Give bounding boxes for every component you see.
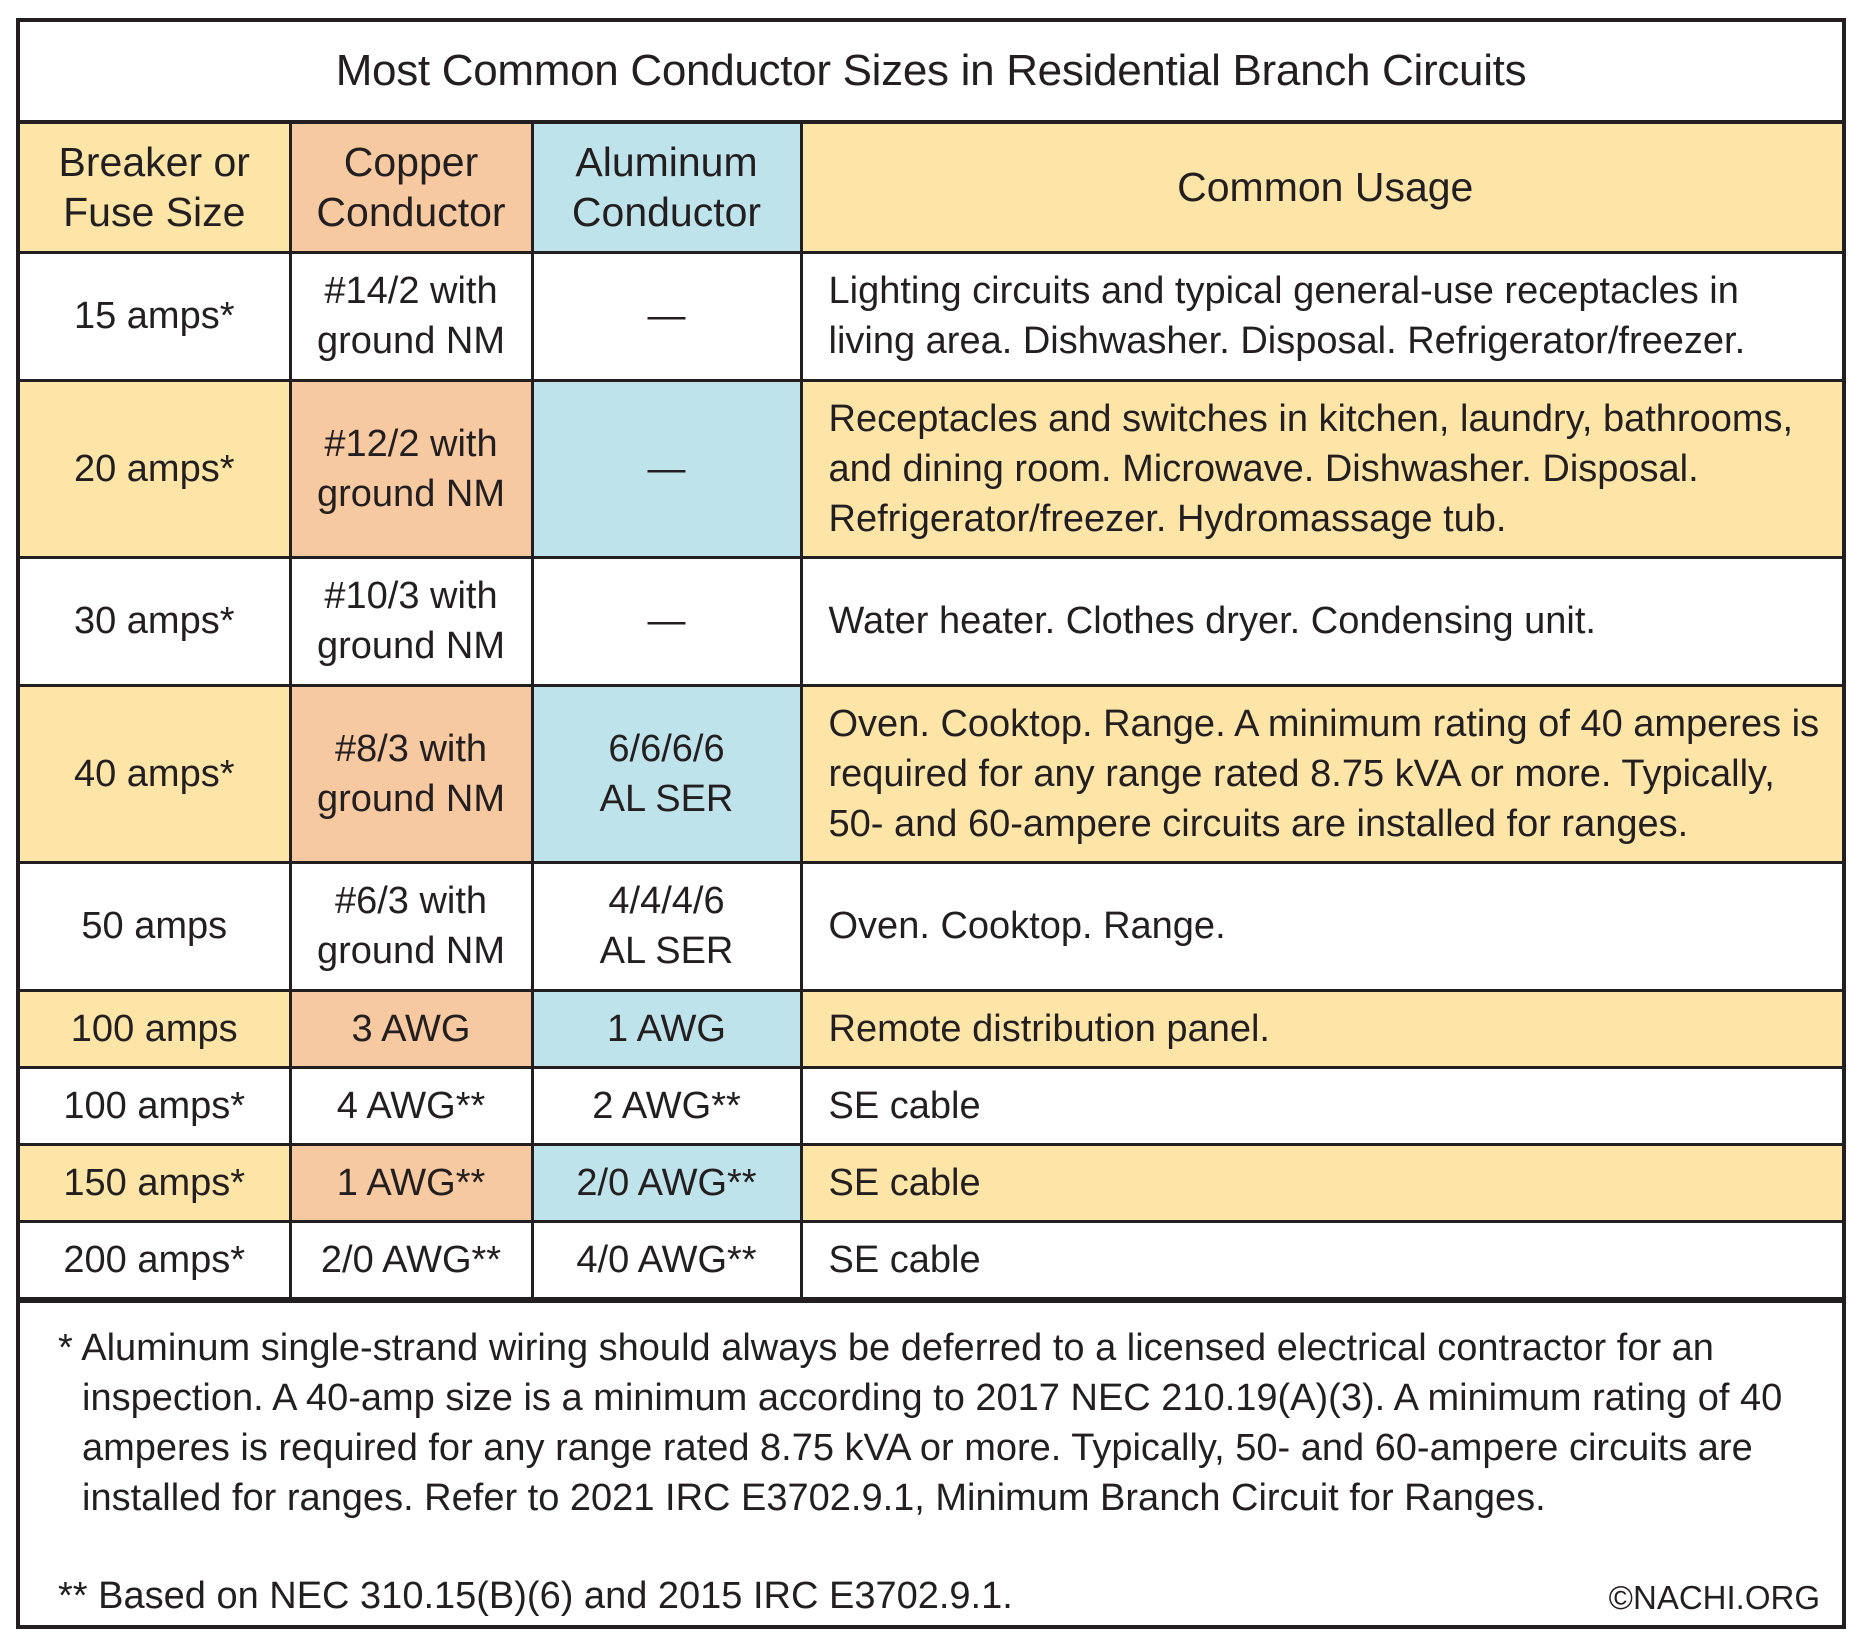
table-row: 30 amps* #10/3 with ground NM — Water hea… (20, 555, 1842, 687)
table-row: 20 amps* #12/2 with ground NM — Receptacl… (20, 378, 1842, 559)
table-title: Most Common Conductor Sizes in Residenti… (20, 22, 1842, 124)
copper-cell: #8/3 with ground NM (288, 683, 534, 864)
copper-cell: 2/0 AWG** (288, 1219, 534, 1300)
breaker-cell: 200 amps* (20, 1219, 292, 1300)
header-copper: Copper Conductor (288, 124, 534, 254)
usage-cell: Water heater. Clothes dryer. Condensing … (799, 555, 1842, 687)
aluminum-cell: — (530, 555, 803, 687)
aluminum-cell: 2 AWG** (530, 1065, 803, 1146)
copper-cell: #10/3 with ground NM (288, 555, 534, 687)
copper-cell: 1 AWG** (288, 1142, 534, 1223)
aluminum-cell: — (530, 378, 803, 559)
usage-cell: Oven. Cooktop. Range. (799, 860, 1842, 992)
copper-cell: #6/3 with ground NM (288, 860, 534, 992)
aluminum-cell: 2/0 AWG** (530, 1142, 803, 1223)
usage-cell: Remote distribution panel. (799, 988, 1842, 1069)
header-aluminum: Aluminum Conductor (530, 124, 803, 254)
aluminum-cell: 6/6/6/6 AL SER (530, 683, 803, 864)
aluminum-cell: 1 AWG (530, 988, 803, 1069)
breaker-cell: 15 amps* (20, 250, 292, 382)
breaker-cell: 50 amps (20, 860, 292, 992)
breaker-cell: 150 amps* (20, 1142, 292, 1223)
copper-cell: 4 AWG** (288, 1065, 534, 1146)
header-breaker: Breaker or Fuse Size (20, 124, 292, 254)
copper-cell: 3 AWG (288, 988, 534, 1069)
copyright-notice: ©NACHI.ORG (1608, 1578, 1820, 1616)
copper-cell: #12/2 with ground NM (288, 378, 534, 559)
usage-cell: Lighting circuits and typical general-us… (799, 250, 1842, 382)
header-row: Breaker or Fuse Size Copper Conductor Al… (20, 124, 1842, 254)
breaker-cell: 20 amps* (20, 378, 292, 559)
table-row: 200 amps* 2/0 AWG** 4/0 AWG** SE cable (20, 1219, 1842, 1300)
table-row: 100 amps* 4 AWG** 2 AWG** SE cable (20, 1065, 1842, 1146)
table-row: 15 amps* #14/2 with ground NM — Lighting … (20, 250, 1842, 382)
breaker-cell: 30 amps* (20, 555, 292, 687)
usage-cell: Receptacles and switches in kitchen, lau… (799, 378, 1842, 559)
copper-cell: #14/2 with ground NM (288, 250, 534, 382)
usage-cell: SE cable (799, 1142, 1842, 1223)
breaker-cell: 40 amps* (20, 683, 292, 864)
table-row: 150 amps* 1 AWG** 2/0 AWG** SE cable (20, 1142, 1842, 1223)
conductor-table: Breaker or Fuse Size Copper Conductor Al… (20, 124, 1842, 1300)
footnotes: * Aluminum single-strand wiring should a… (20, 1299, 1842, 1632)
usage-cell: Oven. Cooktop. Range. A minimum rating o… (799, 683, 1842, 864)
breaker-cell: 100 amps* (20, 1065, 292, 1146)
header-usage: Common Usage (799, 124, 1842, 254)
usage-cell: SE cable (799, 1065, 1842, 1146)
table-row: 100 amps 3 AWG 1 AWG Remote distribution… (20, 988, 1842, 1069)
table-row: 40 amps* #8/3 with ground NM 6/6/6/6 AL SE… (20, 683, 1842, 864)
aluminum-cell: 4/4/4/6 AL SER (530, 860, 803, 992)
breaker-cell: 100 amps (20, 988, 292, 1069)
usage-cell: SE cable (799, 1219, 1842, 1300)
aluminum-cell: 4/0 AWG** (530, 1219, 803, 1300)
conductor-table-frame: Most Common Conductor Sizes in Residenti… (16, 18, 1846, 1629)
aluminum-cell: — (530, 250, 803, 382)
footnote-double-asterisk: ** Based on NEC 310.15(B)(6) and 2015 IR… (58, 1574, 1013, 1617)
footnote-single-asterisk: * Aluminum single-strand wiring should a… (58, 1326, 1783, 1519)
table-row: 50 amps #6/3 with ground NM 4/4/4/6 AL SER… (20, 860, 1842, 992)
